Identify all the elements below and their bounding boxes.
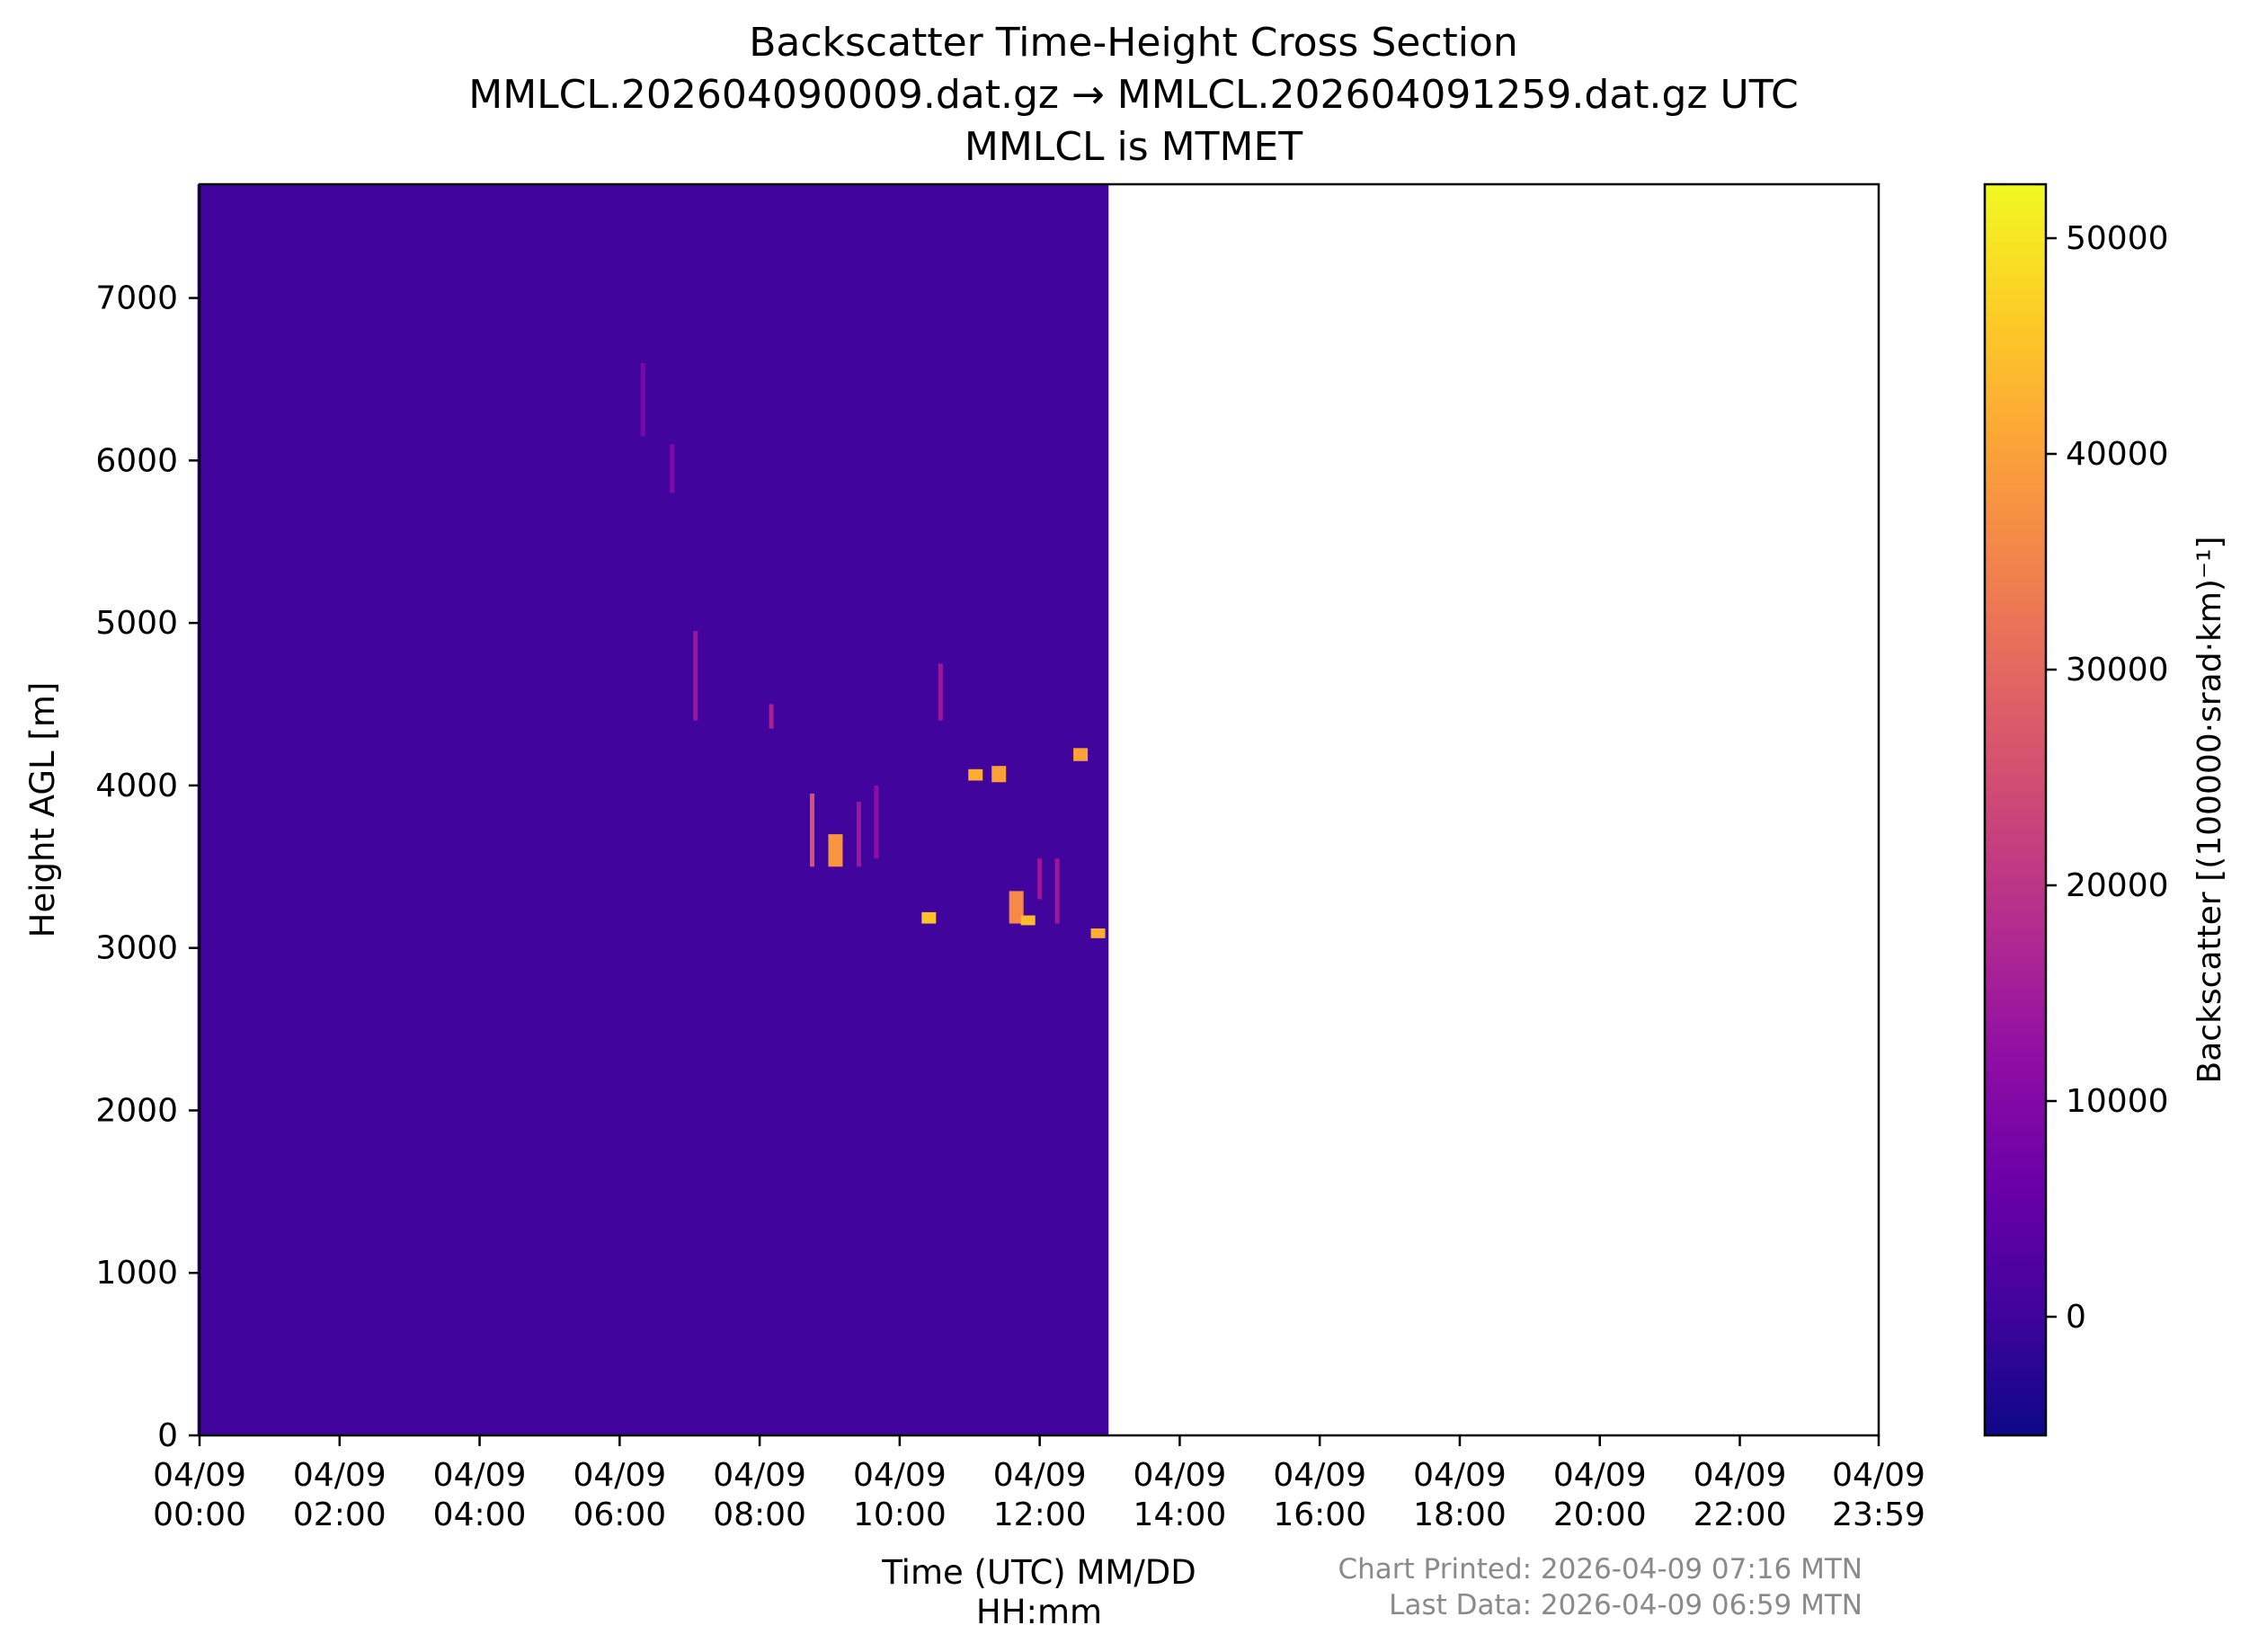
backscatter-feature — [938, 663, 943, 721]
x-tick-date-label: 04/09 — [1832, 1457, 1925, 1494]
x-tick-time-label: 02:00 — [293, 1497, 387, 1533]
x-tick-time-label: 12:00 — [993, 1497, 1087, 1533]
backscatter-feature — [921, 911, 937, 924]
x-tick-time-label: 20:00 — [1553, 1497, 1647, 1533]
colorbar-tick-label: 50000 — [2066, 220, 2169, 257]
colorbar-tick-label: 30000 — [2066, 652, 2169, 688]
backscatter-feature — [968, 768, 983, 781]
backscatter-feature — [874, 785, 879, 859]
x-tick-date-label: 04/09 — [993, 1457, 1087, 1494]
backscatter-feature — [828, 834, 843, 867]
backscatter-field — [197, 184, 1109, 1435]
chart-subtitle: MMLCL.202604090009.dat.gz → MMLCL.202604… — [468, 72, 1799, 118]
last-data-note: Last Data: 2026-04-09 06:59 MTN — [1389, 1589, 1862, 1621]
x-tick-time-label: 23:59 — [1832, 1497, 1925, 1533]
y-tick-label: 5000 — [95, 605, 178, 642]
backscatter-feature — [991, 766, 1007, 783]
chart-printed-note: Chart Printed: 2026-04-09 07:16 MTN — [1338, 1553, 1862, 1585]
colorbar-tick-label: 40000 — [2066, 436, 2169, 473]
backscatter-feature — [769, 704, 774, 729]
x-tick-date-label: 04/09 — [573, 1457, 666, 1494]
backscatter-feature — [640, 362, 645, 437]
x-tick-time-label: 08:00 — [713, 1497, 806, 1533]
x-tick-date-label: 04/09 — [1413, 1457, 1507, 1494]
y-tick-label: 2000 — [95, 1092, 178, 1129]
x-tick-date-label: 04/09 — [433, 1457, 527, 1494]
backscatter-feature — [1090, 928, 1106, 938]
x-tick-time-label: 10:00 — [853, 1497, 947, 1533]
colorbar — [1983, 182, 2048, 1437]
x-tick-date-label: 04/09 — [1134, 1457, 1227, 1494]
x-tick-time-label: 22:00 — [1694, 1497, 1787, 1533]
backscatter-feature — [1009, 891, 1024, 924]
x-tick-time-label: 00:00 — [153, 1497, 246, 1533]
x-tick-date-label: 04/09 — [1553, 1457, 1647, 1494]
x-tick-date-label: 04/09 — [153, 1457, 246, 1494]
backscatter-feature — [1054, 858, 1060, 924]
x-tick-date-label: 04/09 — [853, 1457, 947, 1494]
x-axis-label-units: HH:mm — [976, 1593, 1102, 1631]
backscatter-feature — [693, 631, 698, 721]
chart-title: Backscatter Time-Height Cross Section — [749, 20, 1518, 66]
colorbar-tick-label: 10000 — [2066, 1083, 2169, 1120]
backscatter-feature — [1073, 748, 1089, 761]
colorbar-tick-label: 20000 — [2066, 867, 2169, 904]
y-tick-label: 7000 — [95, 280, 178, 317]
backscatter-feature — [1020, 915, 1036, 926]
x-tick-date-label: 04/09 — [1694, 1457, 1787, 1494]
y-tick-label: 6000 — [95, 442, 178, 479]
backscatter-feature — [856, 801, 861, 867]
y-axis-label: Height AGL [m] — [23, 682, 62, 938]
backscatter-feature — [670, 444, 675, 493]
y-tick-label: 4000 — [95, 768, 178, 804]
y-tick-label: 0 — [157, 1417, 178, 1454]
colorbar-label: Backscatter [(100000·srad·km)⁻¹] — [2191, 537, 2228, 1084]
chart-site-caption: MMLCL is MTMET — [964, 124, 1303, 170]
x-tick-time-label: 16:00 — [1273, 1497, 1366, 1533]
colorbar-tick-label: 0 — [2066, 1299, 2086, 1336]
x-axis-label: Time (UTC) MM/DD — [881, 1553, 1196, 1592]
backscatter-feature — [810, 793, 815, 867]
x-tick-date-label: 04/09 — [713, 1457, 806, 1494]
backscatter-feature — [1037, 858, 1043, 900]
x-tick-time-label: 06:00 — [573, 1497, 666, 1533]
x-tick-date-label: 04/09 — [293, 1457, 387, 1494]
x-tick-time-label: 14:00 — [1134, 1497, 1227, 1533]
x-tick-time-label: 18:00 — [1413, 1497, 1507, 1533]
y-tick-label: 3000 — [95, 930, 178, 967]
x-tick-time-label: 04:00 — [433, 1497, 527, 1533]
x-tick-date-label: 04/09 — [1273, 1457, 1366, 1494]
y-tick-label: 1000 — [95, 1255, 178, 1292]
